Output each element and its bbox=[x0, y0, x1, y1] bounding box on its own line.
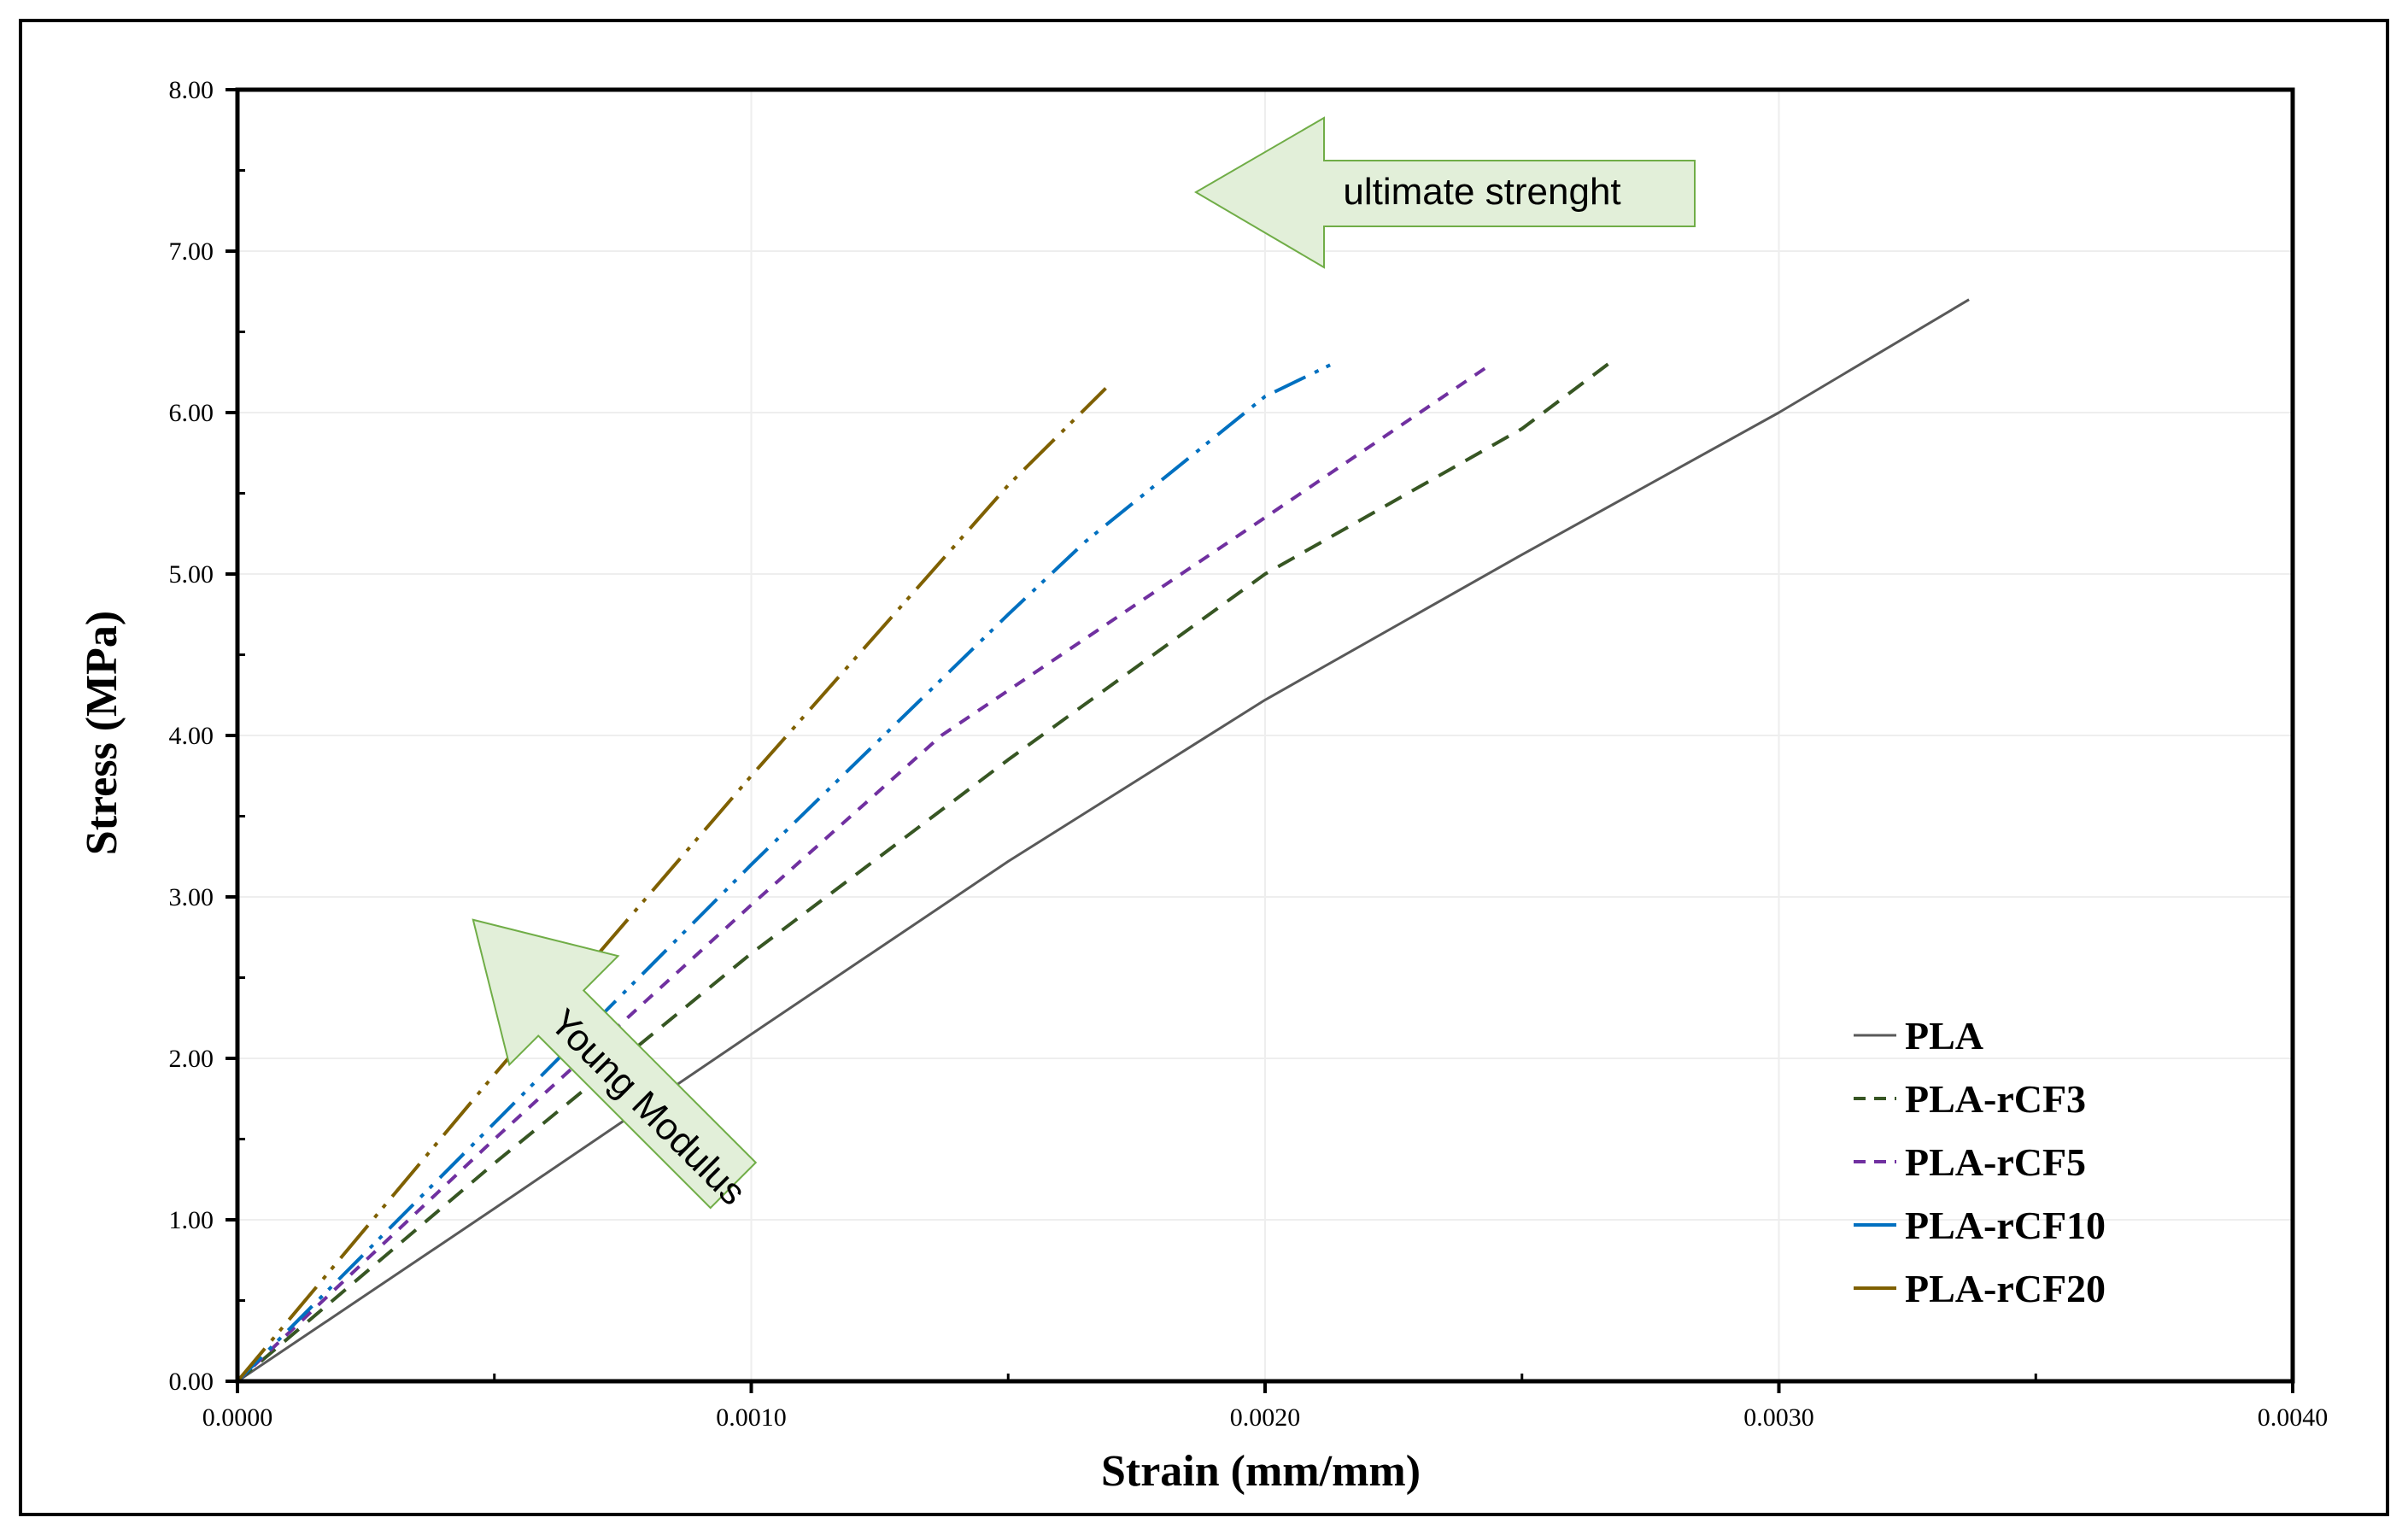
series-line-pla-rcf10 bbox=[236, 362, 1333, 1383]
series-line-pla-rcf3 bbox=[236, 358, 1616, 1383]
ticks-layer: 0.00 1.00 2.00 3.00 4.00 5.00 6.00 7.00 8.00 0.00… bbox=[169, 76, 2329, 1432]
y-tick-label: 5.00 bbox=[169, 560, 214, 589]
y-tick-label: 1.00 bbox=[169, 1206, 214, 1234]
legend-label: PLA-rCF20 bbox=[1905, 1267, 2106, 1310]
x-tick-label: 0.0040 bbox=[2258, 1403, 2329, 1432]
x-tick-label: 0.0020 bbox=[1230, 1403, 1301, 1432]
x-tick-label: 0.0030 bbox=[1743, 1403, 1814, 1432]
legend-label: PLA bbox=[1905, 1014, 1983, 1058]
series-line-pla-rcf20 bbox=[236, 387, 1107, 1383]
y-tick-label: 7.00 bbox=[169, 237, 214, 266]
legend-label: PLA-rCF5 bbox=[1905, 1140, 2086, 1184]
y-tick-label: 8.00 bbox=[169, 76, 214, 104]
x-tick-label: 0.0000 bbox=[202, 1403, 273, 1432]
chart-frame bbox=[19, 19, 2389, 1516]
y-tick-label: 3.00 bbox=[169, 883, 214, 911]
series-line-pla-rcf5 bbox=[236, 362, 1492, 1383]
ultimate-strength-arrow-shape bbox=[1194, 116, 1696, 269]
young-modulus-arrow-shape bbox=[472, 918, 758, 1210]
x-axis-title: Strain (mm/mm) bbox=[1101, 1447, 1421, 1496]
young-modulus-arrow: Young Modulus bbox=[472, 918, 758, 1213]
ultimate-strength-arrow: ultimate strenght bbox=[1194, 116, 1696, 269]
x-tick-label: 0.0010 bbox=[716, 1403, 787, 1432]
series-line-pla bbox=[237, 298, 1970, 1383]
legend: PLA PLA-rCF3 PLA-rCF5 PLA-rCF10 PLA-rCF20 bbox=[1854, 1014, 2106, 1310]
y-axis-title: Stress (MPa) bbox=[78, 611, 126, 855]
young-modulus-label: Young Modulus bbox=[542, 1001, 754, 1213]
y-tick-label: 2.00 bbox=[169, 1045, 214, 1073]
y-tick-label: 0.00 bbox=[169, 1368, 214, 1396]
series-layer bbox=[236, 298, 1970, 1383]
ultimate-strength-label: ultimate strenght bbox=[1343, 171, 1620, 213]
y-tick-label: 6.00 bbox=[169, 399, 214, 427]
legend-label: PLA-rCF3 bbox=[1905, 1077, 2086, 1121]
grid-layer bbox=[237, 90, 2293, 1381]
legend-label: PLA-rCF10 bbox=[1905, 1204, 2106, 1247]
y-tick-label: 4.00 bbox=[169, 722, 214, 750]
